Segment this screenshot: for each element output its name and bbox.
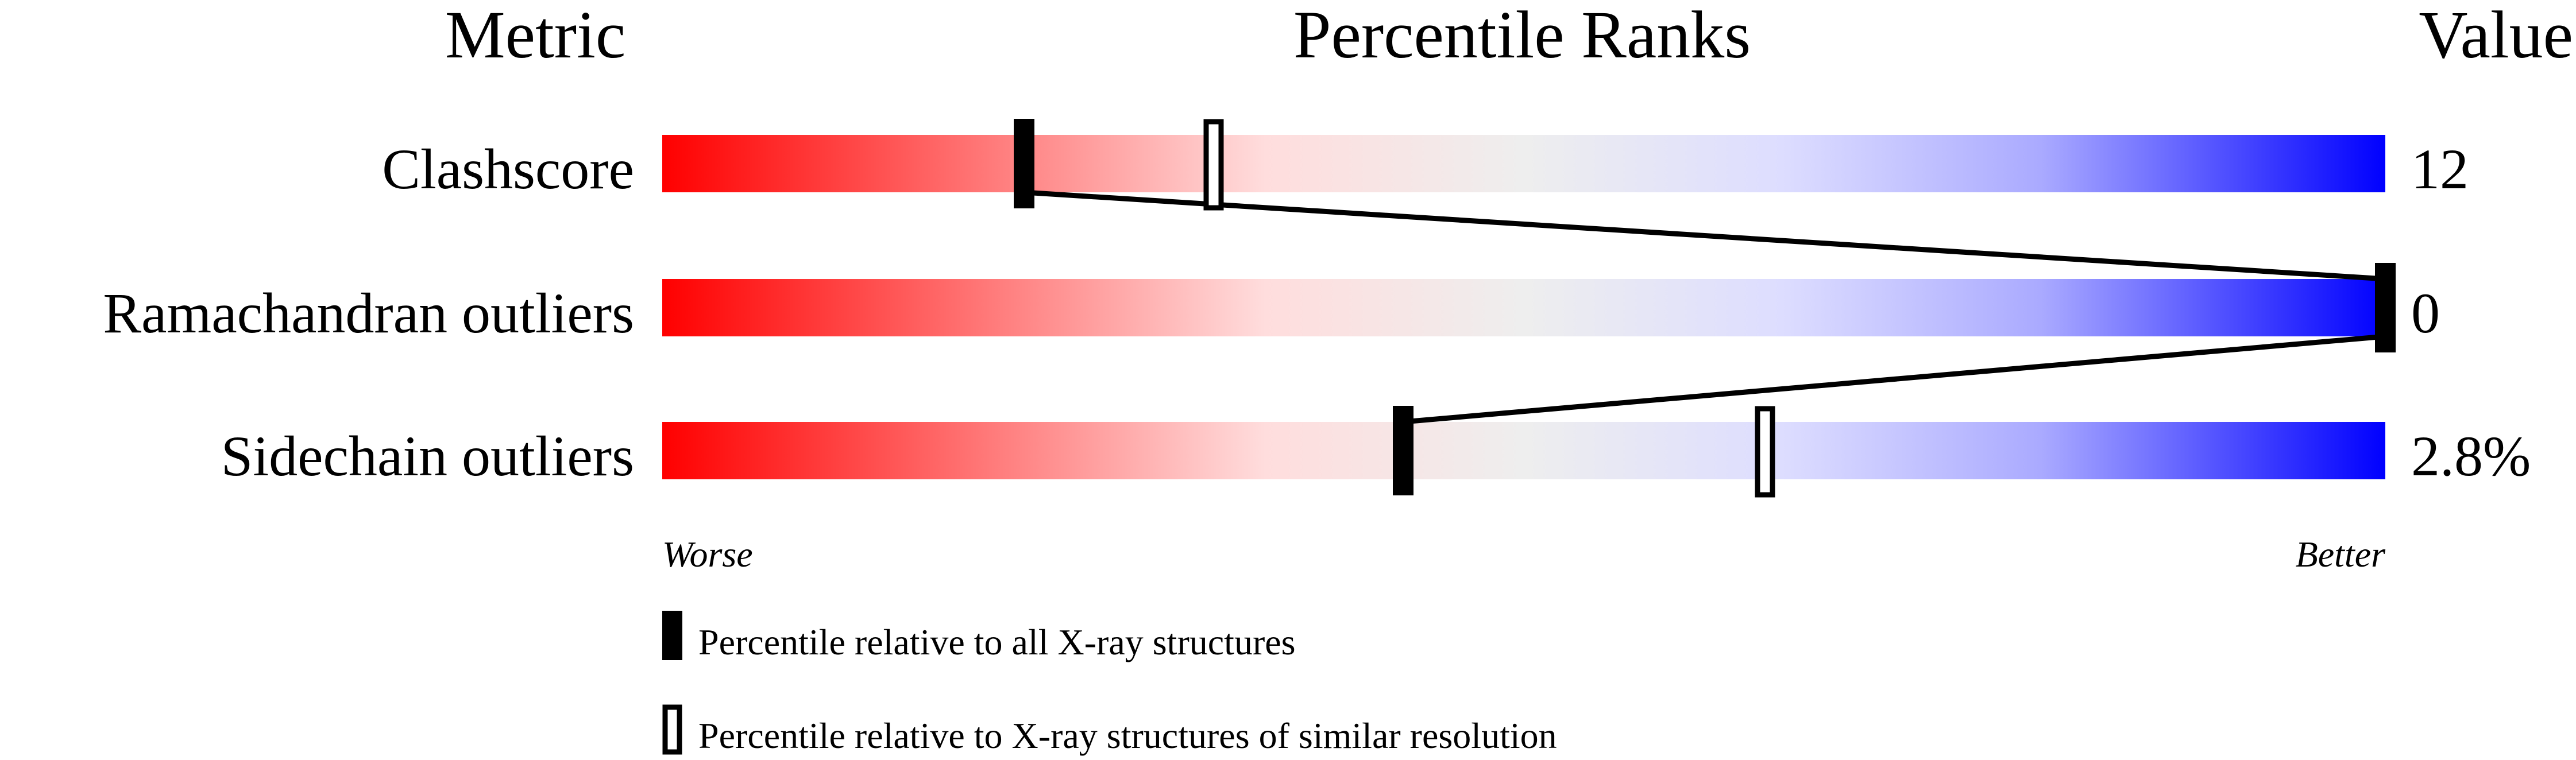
metric-value: 2.8% [2411, 424, 2531, 488]
gradient-bar [662, 135, 2385, 192]
legend-label-similar: Percentile relative to X-ray structures … [698, 715, 1557, 756]
metric-label: Clashscore [382, 137, 634, 201]
axis-worse-label: Worse [662, 534, 753, 575]
header-value: Value [2419, 0, 2573, 72]
marker-similar-resolution [1755, 406, 1775, 498]
gradient-bar [662, 422, 2385, 479]
header-percentile-ranks: Percentile Ranks [1293, 0, 1751, 72]
metric-label: Ramachandran outliers [103, 281, 634, 345]
gradient-bar [662, 279, 2385, 336]
legend-hollow-marker-icon [662, 704, 682, 755]
header-metric: Metric [445, 0, 626, 72]
metric-value: 0 [2411, 281, 2440, 345]
marker-all-structures [2375, 263, 2396, 352]
metric-value: 12 [2411, 137, 2469, 201]
marker-all-structures [1014, 119, 1034, 208]
marker-all-structures [1393, 406, 1413, 495]
connector-line [1024, 189, 2386, 282]
legend-filled-marker-icon [662, 611, 682, 660]
metric-label: Sidechain outliers [221, 424, 634, 488]
marker-similar-resolution [1203, 119, 1224, 211]
connector-line [1403, 334, 2386, 425]
axis-better-label: Better [2296, 534, 2386, 575]
legend-label-all: Percentile relative to all X-ray structu… [698, 622, 1296, 662]
